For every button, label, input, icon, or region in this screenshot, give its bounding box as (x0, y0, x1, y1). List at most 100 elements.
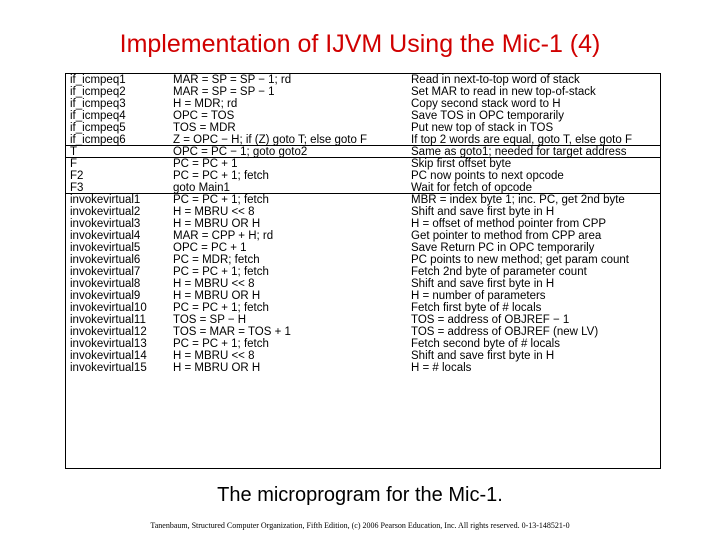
microinstruction-comment: Save TOS in OPC temporarily (411, 110, 564, 122)
microinstruction-comment: If top 2 words are equal, goto T, else g… (411, 134, 632, 146)
table-row: invokevirtual15 H = MBRU OR H H = # locals (66, 362, 660, 374)
table-row: F2 PC = PC + 1; fetch PC now points to nex… (66, 170, 660, 182)
table-row: invokevirtual14 H = MBRU << 8 Shift and sa… (66, 350, 660, 362)
microinstruction-label: if_icmpeq6 (70, 134, 126, 146)
microinstruction-operation: OPC = PC − 1; goto goto2 (173, 146, 308, 158)
microinstruction-operation: PC = MDR; fetch (173, 254, 260, 266)
microinstruction-comment: Read in next-to-top word of stack (411, 74, 580, 86)
microinstruction-operation: OPC = TOS (173, 110, 235, 122)
table-row: invokevirtual11 TOS = SP − H TOS = address… (66, 314, 660, 326)
microinstruction-comment: Put new top of stack in TOS (411, 122, 554, 134)
table-row: F PC = PC + 1 Skip first offset byte (66, 158, 660, 170)
table-row: if_icmpeq3 H = MDR; rd Copy second stack w… (66, 98, 660, 110)
microinstruction-label: invokevirtual1 (70, 194, 141, 206)
table-row: if_icmpeq2 MAR = SP = SP − 1 Set MAR to re… (66, 86, 660, 98)
microinstruction-comment: H = offset of method pointer from CPP (411, 218, 607, 230)
microinstruction-comment: Copy second stack word to H (411, 98, 561, 110)
table-row: invokevirtual5 OPC = PC + 1 Save Return PC… (66, 242, 660, 254)
microinstruction-operation: MAR = SP = SP − 1; rd (173, 74, 292, 86)
microinstruction-comment: Shift and save first byte in H (411, 350, 555, 362)
microinstruction-comment: TOS = address of OBJREF (new LV) (411, 326, 599, 338)
microinstruction-operation: MAR = SP = SP − 1 (173, 86, 275, 98)
microinstruction-label: invokevirtual3 (70, 218, 141, 230)
microinstruction-operation: PC = PC + 1; fetch (173, 338, 269, 350)
microinstruction-label: F (70, 158, 78, 170)
table-row: invokevirtual7 PC = PC + 1; fetch Fetch 2n… (66, 266, 660, 278)
microinstruction-comment: Fetch second byte of # locals (411, 338, 560, 350)
microinstruction-label: invokevirtual13 (70, 338, 147, 350)
microinstruction-comment: MBR = index byte 1; inc. PC, get 2nd byt… (411, 194, 625, 206)
microinstruction-label: if_icmpeq5 (70, 122, 126, 134)
microinstruction-label: invokevirtual14 (70, 350, 147, 362)
microinstruction-comment: Skip first offset byte (411, 158, 512, 170)
microinstruction-label: invokevirtual5 (70, 242, 141, 254)
microinstruction-operation: goto Main1 (173, 182, 230, 194)
microinstruction-label: invokevirtual8 (70, 278, 141, 290)
microinstruction-operation: H = MBRU OR H (173, 362, 261, 374)
table-row: invokevirtual1 PC = PC + 1; fetch MBR = in… (66, 194, 660, 206)
table-row: invokevirtual8 H = MBRU << 8 Shift and sav… (66, 278, 660, 290)
microinstruction-operation: H = MBRU OR H (173, 218, 261, 230)
copyright-footer: Tanenbaum, Structured Computer Organizat… (150, 521, 570, 530)
microinstruction-operation: Z = OPC − H; if (Z) goto T; else goto F (173, 134, 368, 146)
microprogram-table: if_icmpeq1 MAR = SP = SP − 1; rd Read in n… (65, 73, 661, 469)
microinstruction-comment: Fetch 2nd byte of parameter count (411, 266, 587, 278)
microinstruction-comment: TOS = address of OBJREF − 1 (411, 314, 570, 326)
microinstruction-operation: MAR = CPP + H; rd (173, 230, 274, 242)
microinstruction-operation: H = MBRU << 8 (173, 350, 255, 362)
table-row: invokevirtual10 PC = PC + 1; fetch Fetch f… (66, 302, 660, 314)
table-row: if_icmpeq4 OPC = TOS Save TOS in OPC tempo… (66, 110, 660, 122)
microinstruction-comment: Get pointer to method from CPP area (411, 230, 602, 242)
table-row: invokevirtual3 H = MBRU OR H H = offset of… (66, 218, 660, 230)
microinstruction-operation: PC = PC + 1; fetch (173, 302, 269, 314)
microinstruction-label: if_icmpeq4 (70, 110, 126, 122)
microinstruction-operation: PC = PC + 1; fetch (173, 266, 269, 278)
microinstruction-label: invokevirtual4 (70, 230, 141, 242)
table-row: if_icmpeq5 TOS = MDR Put new top of stack … (66, 122, 660, 134)
microinstruction-comment: H = number of parameters (411, 290, 546, 302)
microinstruction-label: invokevirtual6 (70, 254, 141, 266)
microinstruction-comment: H = # locals (411, 362, 472, 374)
microinstruction-comment: Wait for fetch of opcode (411, 182, 533, 194)
microinstruction-operation: H = MBRU << 8 (173, 278, 255, 290)
microinstruction-operation: OPC = PC + 1 (173, 242, 247, 254)
microinstruction-operation: TOS = MDR (173, 122, 236, 134)
microinstruction-comment: PC points to new method; get param count (411, 254, 629, 266)
microinstruction-label: if_icmpeq2 (70, 86, 126, 98)
table-row: T OPC = PC − 1; goto goto2 Same as goto1; … (66, 146, 660, 158)
microinstruction-operation: TOS = SP − H (173, 314, 247, 326)
microinstruction-label: invokevirtual2 (70, 206, 141, 218)
microinstruction-operation: PC = PC + 1; fetch (173, 170, 269, 182)
microinstruction-comment: Shift and save first byte in H (411, 206, 555, 218)
microinstruction-operation: PC = PC + 1 (173, 158, 238, 170)
microinstruction-label: invokevirtual7 (70, 266, 141, 278)
figure-caption: The microprogram for the Mic-1. (217, 484, 503, 506)
table-row: invokevirtual12 TOS = MAR = TOS + 1 TOS = … (66, 326, 660, 338)
slide-title: Implementation of IJVM Using the Mic-1 (… (119, 30, 601, 58)
microinstruction-label: invokevirtual9 (70, 290, 141, 302)
microinstruction-comment: Shift and save first byte in H (411, 278, 555, 290)
microinstruction-label: invokevirtual12 (70, 326, 147, 338)
microinstruction-operation: H = MDR; rd (173, 98, 238, 110)
microinstruction-label: if_icmpeq3 (70, 98, 126, 110)
microinstruction-comment: Same as goto1; needed for target address (411, 146, 627, 158)
table-row: invokevirtual13 PC = PC + 1; fetch Fetch s… (66, 338, 660, 350)
microinstruction-label: if_icmpeq1 (70, 74, 126, 86)
microinstruction-comment: Save Return PC in OPC temporarily (411, 242, 595, 254)
microinstruction-label: T (70, 146, 78, 158)
microinstruction-label: F3 (70, 182, 84, 194)
microinstruction-label: invokevirtual11 (70, 314, 146, 326)
table-row: F3 goto Main1 Wait for fetch of opcode (66, 182, 660, 194)
table-row: invokevirtual9 H = MBRU OR H H = number of… (66, 290, 660, 302)
microinstruction-comment: PC now points to next opcode (411, 170, 564, 182)
table-row: invokevirtual4 MAR = CPP + H; rd Get point… (66, 230, 660, 242)
microinstruction-operation: PC = PC + 1; fetch (173, 194, 269, 206)
microinstruction-operation: H = MBRU << 8 (173, 206, 255, 218)
table-row: invokevirtual6 PC = MDR; fetch PC points t… (66, 254, 660, 266)
table-row: if_icmpeq1 MAR = SP = SP − 1; rd Read in n… (66, 74, 660, 86)
microinstruction-operation: H = MBRU OR H (173, 290, 261, 302)
microinstruction-comment: Set MAR to read in new top-of-stack (411, 86, 596, 98)
microinstruction-comment: Fetch first byte of # locals (411, 302, 542, 314)
table-row: if_icmpeq6 Z = OPC − H; if (Z) goto T; el… (66, 134, 660, 146)
microinstruction-operation: TOS = MAR = TOS + 1 (173, 326, 291, 338)
